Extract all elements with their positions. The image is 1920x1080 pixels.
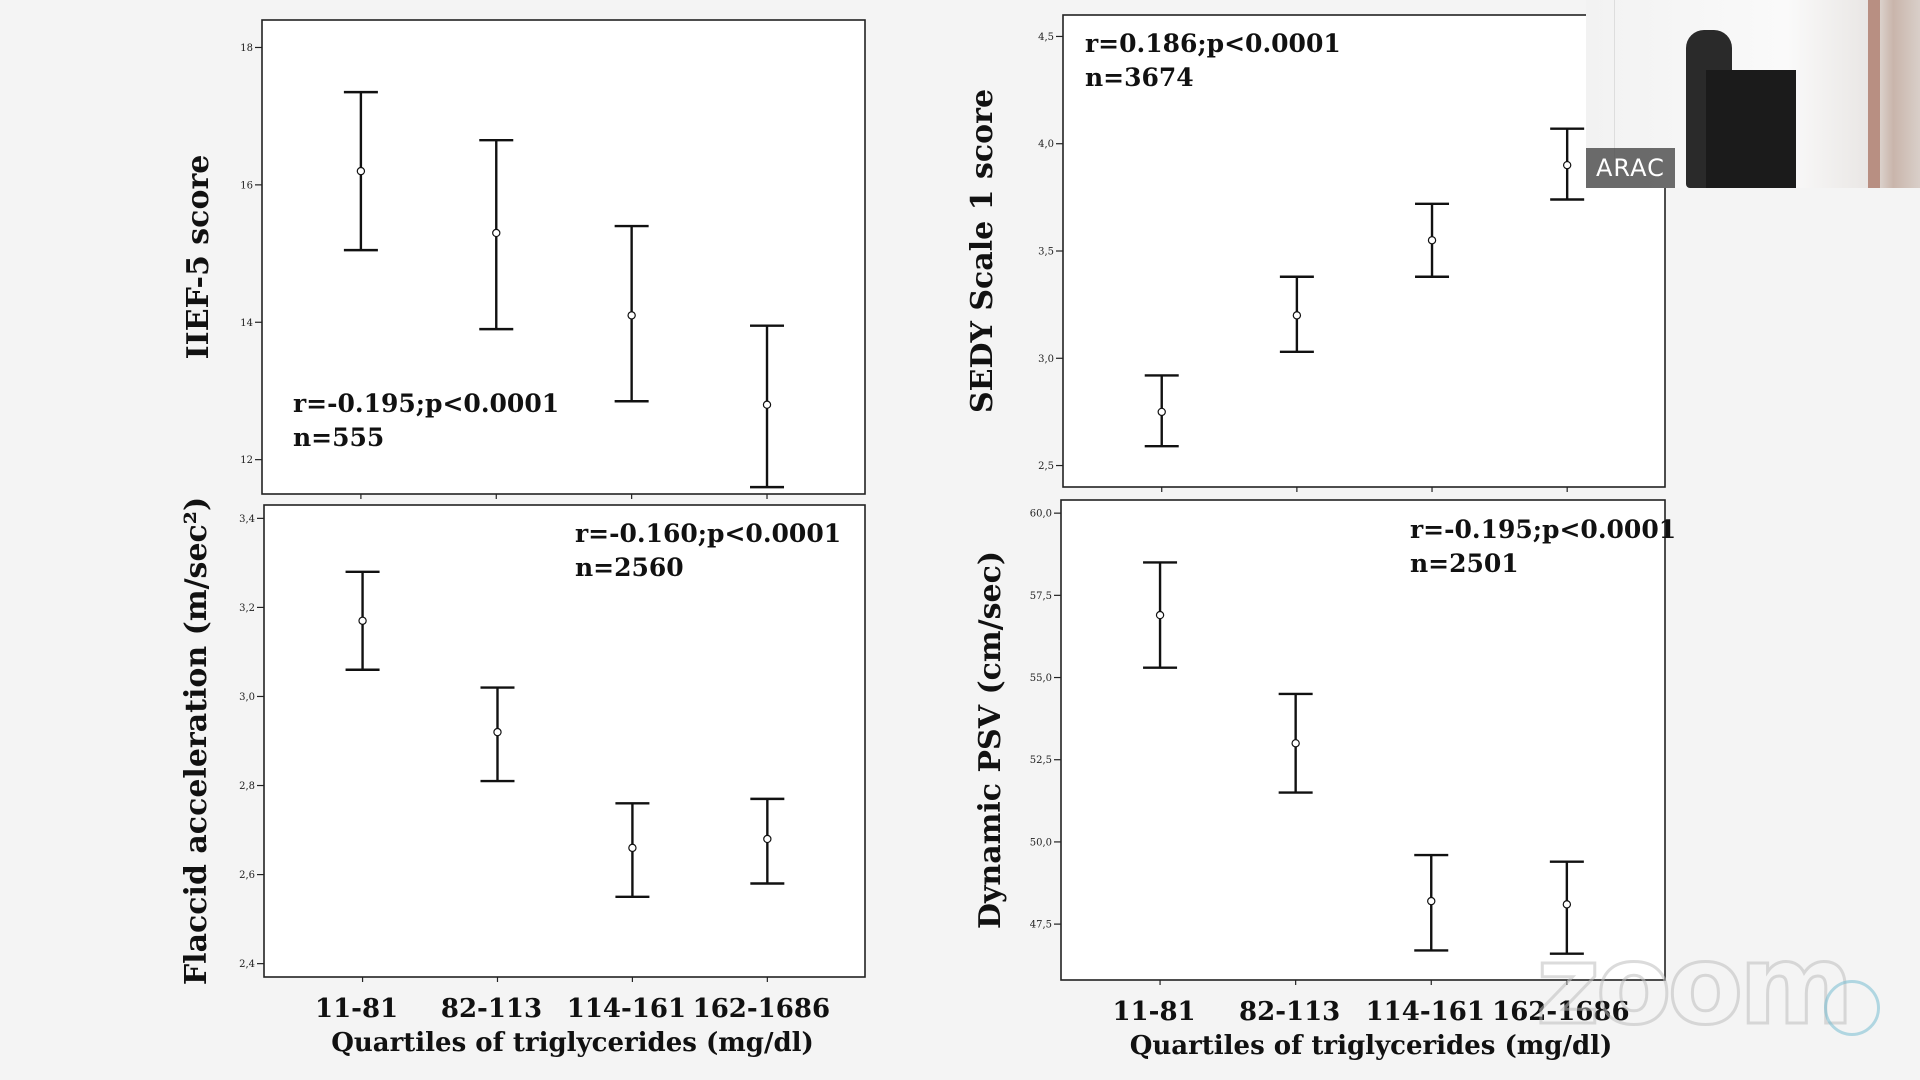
y-axis-label: Dynamic PSV (cm/sec) <box>973 551 1008 929</box>
mean-point-11-81 <box>1157 407 1166 417</box>
x-tick-label-114-161: 114-161 <box>567 994 686 1024</box>
mean-point-11-81 <box>356 166 366 176</box>
y-tick-label: 18 <box>240 43 253 54</box>
mean-point-162-1686 <box>763 834 772 844</box>
speaker-video-thumbnail[interactable] <box>1586 0 1920 188</box>
mean-point-114-161 <box>627 311 636 320</box>
chart-panel-1: 12 14 16 18 r=-0.195;p<0.0001 n=555 IIEF-5 sco… <box>181 19 866 499</box>
x-tick-label-114-161: 114-161 <box>1366 997 1485 1027</box>
y-tick-label: 2,6 <box>239 870 255 881</box>
chart-panel-2: 2,5 3,0 3,5 4,0 4,5 r=0.186;p<0.0001 n=3674 SED… <box>965 14 1666 492</box>
correlation-stat: r=-0.160;p<0.0001 <box>575 519 841 548</box>
mean-point-11-81 <box>1155 610 1165 620</box>
y-tick-label: 3,2 <box>239 603 255 614</box>
sample-size: n=555 <box>293 423 384 452</box>
y-tick-label: 2,8 <box>239 781 255 792</box>
y-tick-label: 2,5 <box>1038 461 1054 472</box>
mean-point-82-113 <box>492 228 501 238</box>
projected-slide-image <box>1614 0 1715 170</box>
y-tick-label: 3,0 <box>239 692 255 703</box>
correlation-stat: r=-0.195;p<0.0001 <box>293 389 559 418</box>
y-tick-label: 4,5 <box>1038 32 1054 43</box>
x-tick-label-162-1686: 162-1686 <box>693 994 830 1024</box>
y-tick-label: 16 <box>240 180 253 191</box>
x-axis-label: Quartiles of triglycerides (mg/dl) <box>331 1028 814 1058</box>
zoom-watermark: zoom <box>1535 921 1856 1049</box>
y-tick-label: 4,0 <box>1038 139 1054 150</box>
speaker-name-label: ARAC <box>1586 148 1675 188</box>
y-tick-label: 55,0 <box>1030 673 1052 684</box>
mean-point-11-81 <box>358 616 367 625</box>
y-tick-label: 3,4 <box>239 514 255 525</box>
y-tick-label: 3,5 <box>1038 247 1054 258</box>
mean-point-82-113 <box>493 727 502 737</box>
mean-point-162-1686 <box>1562 160 1572 170</box>
x-tick-label-162-1686: 162-1686 <box>1492 997 1629 1027</box>
y-axis-label: Flaccid acceleration (m/sec²) <box>179 497 214 985</box>
sample-size: n=3674 <box>1085 63 1194 92</box>
y-tick-label: 3,0 <box>1038 354 1054 365</box>
mean-point-82-113 <box>1292 311 1302 320</box>
mean-point-162-1686 <box>762 400 772 409</box>
plot-frame <box>261 19 866 495</box>
y-tick-label: 50,0 <box>1030 837 1052 848</box>
y-tick-label: 12 <box>240 455 253 466</box>
x-axis-label: Quartiles of triglycerides (mg/dl) <box>1130 1031 1613 1061</box>
y-tick-label: 47,5 <box>1030 920 1052 931</box>
mean-point-162-1686 <box>1562 900 1572 909</box>
x-tick-label-11-81: 11-81 <box>315 994 398 1024</box>
y-tick-label: 2,4 <box>239 959 255 970</box>
correlation-stat: r=0.186;p<0.0001 <box>1085 29 1341 58</box>
y-axis-label: SEDY Scale 1 score <box>965 89 1000 413</box>
x-tick-label-82-113: 82-113 <box>1239 997 1340 1027</box>
chart-panel-3: 2,4 2,6 2,8 3,0 3,2 3,4 11-81 82-113 114-161 162-… <box>179 497 866 1058</box>
sample-size: n=2560 <box>575 553 684 582</box>
podium <box>1706 70 1796 188</box>
conference-logo-icon <box>1824 980 1880 1036</box>
mean-point-82-113 <box>1291 739 1300 748</box>
y-tick-label: 57,5 <box>1030 591 1052 602</box>
sample-size: n=2501 <box>1410 549 1519 578</box>
y-axis-label: IIEF-5 score <box>181 155 216 360</box>
correlation-stat: r=-0.195;p<0.0001 <box>1410 515 1676 544</box>
y-tick-label: 60,0 <box>1030 509 1052 520</box>
x-tick-label-82-113: 82-113 <box>441 994 542 1024</box>
mean-point-114-161 <box>1427 896 1436 906</box>
plot-frame <box>1060 499 1666 981</box>
y-tick-label: 14 <box>240 318 253 329</box>
mean-point-114-161 <box>628 843 637 853</box>
y-tick-label: 52,5 <box>1030 755 1052 766</box>
mean-point-114-161 <box>1427 236 1437 245</box>
wall-stripe <box>1868 0 1880 188</box>
chart-panel-4: 47,5 50,0 52,5 55,0 57,5 60,0 11-81 82-113 114-1… <box>973 499 1676 1061</box>
x-tick-label-11-81: 11-81 <box>1112 997 1195 1027</box>
plot-frame <box>263 504 866 978</box>
